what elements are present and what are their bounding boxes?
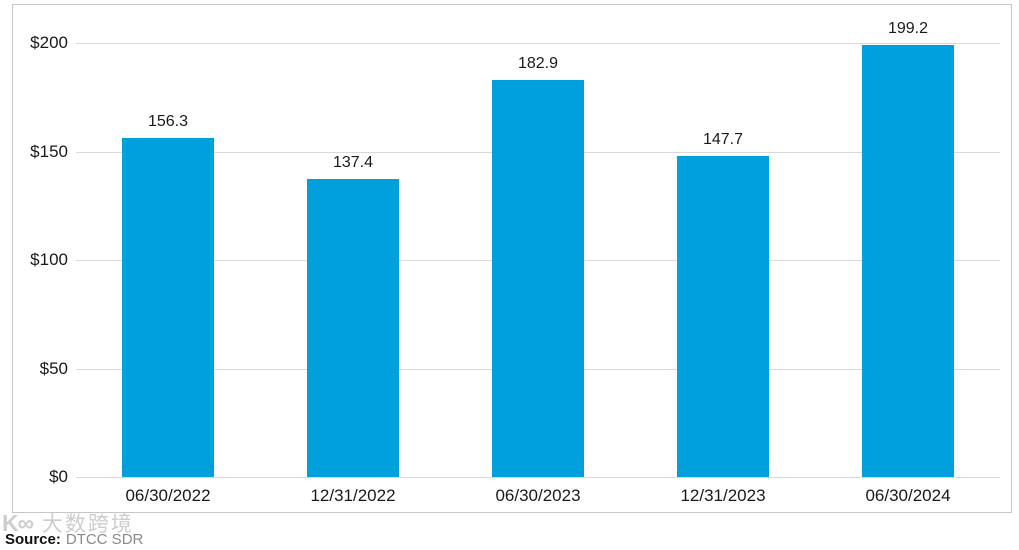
gridline [76,43,1000,44]
bar-chart-frame: $0 $50 $100 $150 $200 156.3 06/30/2022 137.4 12/… [12,4,1012,513]
bar [677,156,769,477]
plot-area: $0 $50 $100 $150 $200 156.3 06/30/2022 137.4 12/… [13,5,1011,512]
y-tick-label: $200 [30,33,68,52]
x-tick-label: 12/31/2022 [310,486,396,505]
bar-value-label: 156.3 [147,113,189,130]
bar-value-label: 137.4 [332,154,374,171]
y-tick-label: $100 [30,250,68,269]
x-tick-label: 12/31/2023 [680,486,766,505]
source-label: Source: [5,531,61,548]
y-tick-label: $150 [30,142,68,161]
bar-value-label: 182.9 [517,55,559,72]
bar-value-label: 147.7 [702,131,744,148]
source-value: DTCC SDR [65,531,144,548]
bar-value-label: 199.2 [887,20,929,37]
x-tick-label: 06/30/2023 [495,486,581,505]
x-tick-label: 06/30/2024 [865,486,951,505]
bar [122,138,214,477]
bar [862,45,954,477]
y-tick-label: $0 [49,467,68,486]
x-tick-label: 06/30/2022 [125,486,211,505]
gridline [76,477,1000,478]
y-tick-label: $50 [39,359,68,378]
bar [307,179,399,477]
bar [492,80,584,477]
source-line: Source: DTCC SDR [5,531,143,548]
